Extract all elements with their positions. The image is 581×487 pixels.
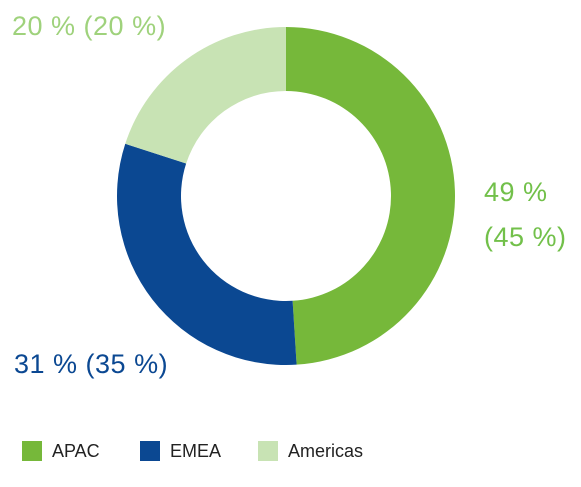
legend-swatch: [140, 441, 160, 461]
legend-swatch: [258, 441, 278, 461]
value-label: 31 % (35 %): [14, 349, 169, 379]
donut-slice: [116, 143, 297, 365]
legend-swatch: [22, 441, 42, 461]
value-label: 49 % (45 %): [484, 177, 567, 252]
legend-label: Americas: [288, 441, 363, 461]
legend-label: APAC: [52, 441, 100, 461]
value-label: 20 % (20 %): [12, 11, 167, 41]
donut-slice: [125, 27, 286, 164]
legend-label: EMEA: [170, 441, 221, 461]
donut-slice: [286, 27, 455, 365]
